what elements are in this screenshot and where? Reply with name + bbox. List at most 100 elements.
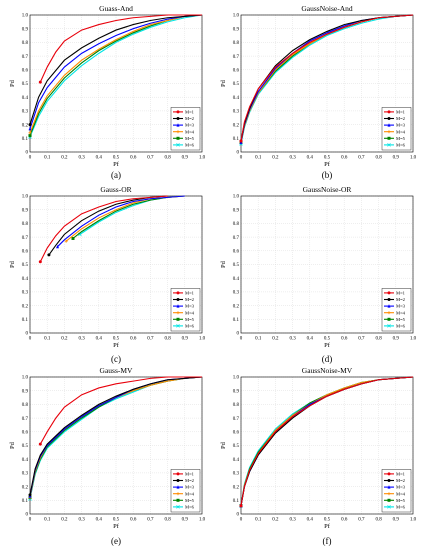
legend-label: M=4 (396, 491, 406, 496)
y-tick-label: 0.3 (22, 291, 29, 296)
y-tick-label: 0 (237, 151, 240, 156)
plot-frame (240, 195, 414, 334)
x-tick-label: 0.6 (130, 156, 137, 161)
x-tick-label: 0.8 (375, 156, 382, 161)
x-tick-label: 0.1 (255, 156, 262, 161)
x-tick-label: 0.9 (393, 518, 400, 523)
x-tick-label: 0.1 (255, 518, 262, 523)
legend-item: M=1 (384, 110, 406, 115)
y-tick-label: 0.7 (22, 55, 29, 60)
y-tick-label: 0.1 (22, 318, 29, 323)
series-line-m6 (29, 14, 203, 138)
legend-marker (387, 485, 391, 489)
y-tick-label: 0.8 (233, 403, 240, 408)
legend: M=1M=2 M=3M=4 M=5 M=6 (381, 107, 412, 151)
x-tick-label: 0.9 (182, 518, 189, 523)
chart-title: GaussNoise-MV (302, 366, 353, 375)
plot-frame (240, 14, 414, 153)
series-start-marker (47, 253, 51, 257)
legend-box (170, 469, 201, 513)
legend-box (170, 288, 201, 332)
chart-panel-5: 00 0.1 0.1 0.2 0.2 0.3 0.3 0.4 0.4 0.5 0.5 0.6 0.6 0.… (9, 366, 206, 546)
series-line-m2 (48, 195, 168, 256)
legend-label: M=3 (185, 123, 195, 128)
x-axis-label: Pf (324, 161, 331, 168)
legend-item: M=4 (173, 129, 195, 134)
y-tick-label: 0.6 (233, 431, 240, 436)
legend-marker (387, 143, 391, 147)
x-tick-label: 0.1 (44, 518, 51, 523)
y-tick-label: 0.2 (22, 123, 29, 128)
legend-label: M=5 (396, 317, 406, 322)
series-start-marker (28, 493, 32, 497)
legend-item: M=5 (173, 498, 195, 503)
legend-label: M=6 (185, 505, 195, 510)
legend-marker (176, 498, 180, 502)
series-line-m4 (65, 195, 185, 242)
y-tick-label: 1.0 (233, 376, 240, 381)
legend-item: M=3 (384, 485, 406, 490)
y-tick-label: 0.1 (22, 137, 29, 142)
x-tick-label: 0.5 (324, 156, 331, 161)
legend-label: M=5 (185, 136, 195, 141)
legend-item: M=4 (173, 491, 195, 496)
series-start-marker (28, 134, 32, 138)
y-tick-label: 0.2 (233, 123, 240, 128)
y-axis-label: Pd (220, 441, 227, 449)
series-start-marker (64, 239, 68, 243)
x-tick-label: 0.2 (61, 337, 68, 342)
x-tick-label: 0.4 (307, 337, 314, 342)
y-tick-label: 0 (26, 513, 29, 518)
y-tick-label: 0.3 (233, 472, 240, 477)
legend-item: M=5 (384, 136, 406, 141)
y-tick-label: 0.5 (22, 444, 29, 449)
legend-label: M=4 (185, 129, 195, 134)
x-tick-label: 0.7 (358, 518, 365, 523)
y-tick-label: 0.7 (22, 236, 29, 241)
legend-item: M=2 (384, 478, 406, 483)
chart-title: GaussNoise-OR (303, 185, 352, 194)
y-tick-label: 0.5 (233, 263, 240, 268)
y-tick-label: 0.4 (22, 458, 29, 463)
legend-item: M=6 (173, 143, 195, 148)
x-tick-label: 0.1 (44, 337, 51, 342)
x-tick-label: 0.2 (61, 156, 68, 161)
x-tick-label: 0.9 (182, 156, 189, 161)
x-tick-label: 0.2 (61, 518, 68, 523)
legend: M=1M=2 M=3M=4 M=5 M=6 (170, 288, 201, 332)
legend-label: M=1 (396, 291, 406, 296)
y-tick-label: 0.1 (233, 499, 240, 504)
y-tick-label: 0.4 (22, 277, 29, 282)
legend-item: M=1 (384, 291, 406, 296)
x-tick-label: 0.7 (147, 337, 154, 342)
legend-marker (387, 123, 391, 127)
y-tick-label: 1.0 (233, 195, 240, 200)
y-tick-label: 0.2 (233, 304, 240, 309)
legend-item: M=6 (384, 143, 406, 148)
legend-marker (387, 110, 391, 114)
legend-item: M=2 (384, 116, 406, 121)
y-tick-label: 0.6 (233, 250, 240, 255)
series-line-m1 (39, 14, 202, 83)
legend-item: M=4 (173, 310, 195, 315)
legend-marker (387, 130, 391, 134)
plot-frame (29, 376, 203, 515)
legend-label: M=2 (396, 297, 406, 302)
x-tick-label: 1.0 (410, 337, 417, 342)
chart-panel-6: 00 0.1 0.1 0.2 0.2 0.3 0.3 0.4 0.4 0.5 0.5 0.6 0.6 0.… (220, 366, 417, 546)
legend-label: M=3 (185, 485, 195, 490)
legend-label: M=5 (396, 136, 406, 141)
y-tick-label: 0.9 (22, 389, 29, 394)
legend-item: M=3 (173, 304, 195, 309)
legend-item: M=2 (173, 297, 195, 302)
y-tick-label: 0.8 (233, 222, 240, 227)
y-tick-label: 0.8 (22, 403, 29, 408)
x-tick-label: 0.8 (164, 156, 171, 161)
legend-label: M=3 (396, 123, 406, 128)
y-tick-label: 0.7 (22, 417, 29, 422)
legend-marker (176, 505, 180, 509)
y-tick-label: 0.6 (22, 69, 29, 74)
y-tick-label: 0.6 (22, 431, 29, 436)
y-tick-label: 0.9 (22, 27, 29, 32)
x-tick-label: 0 (240, 156, 243, 161)
